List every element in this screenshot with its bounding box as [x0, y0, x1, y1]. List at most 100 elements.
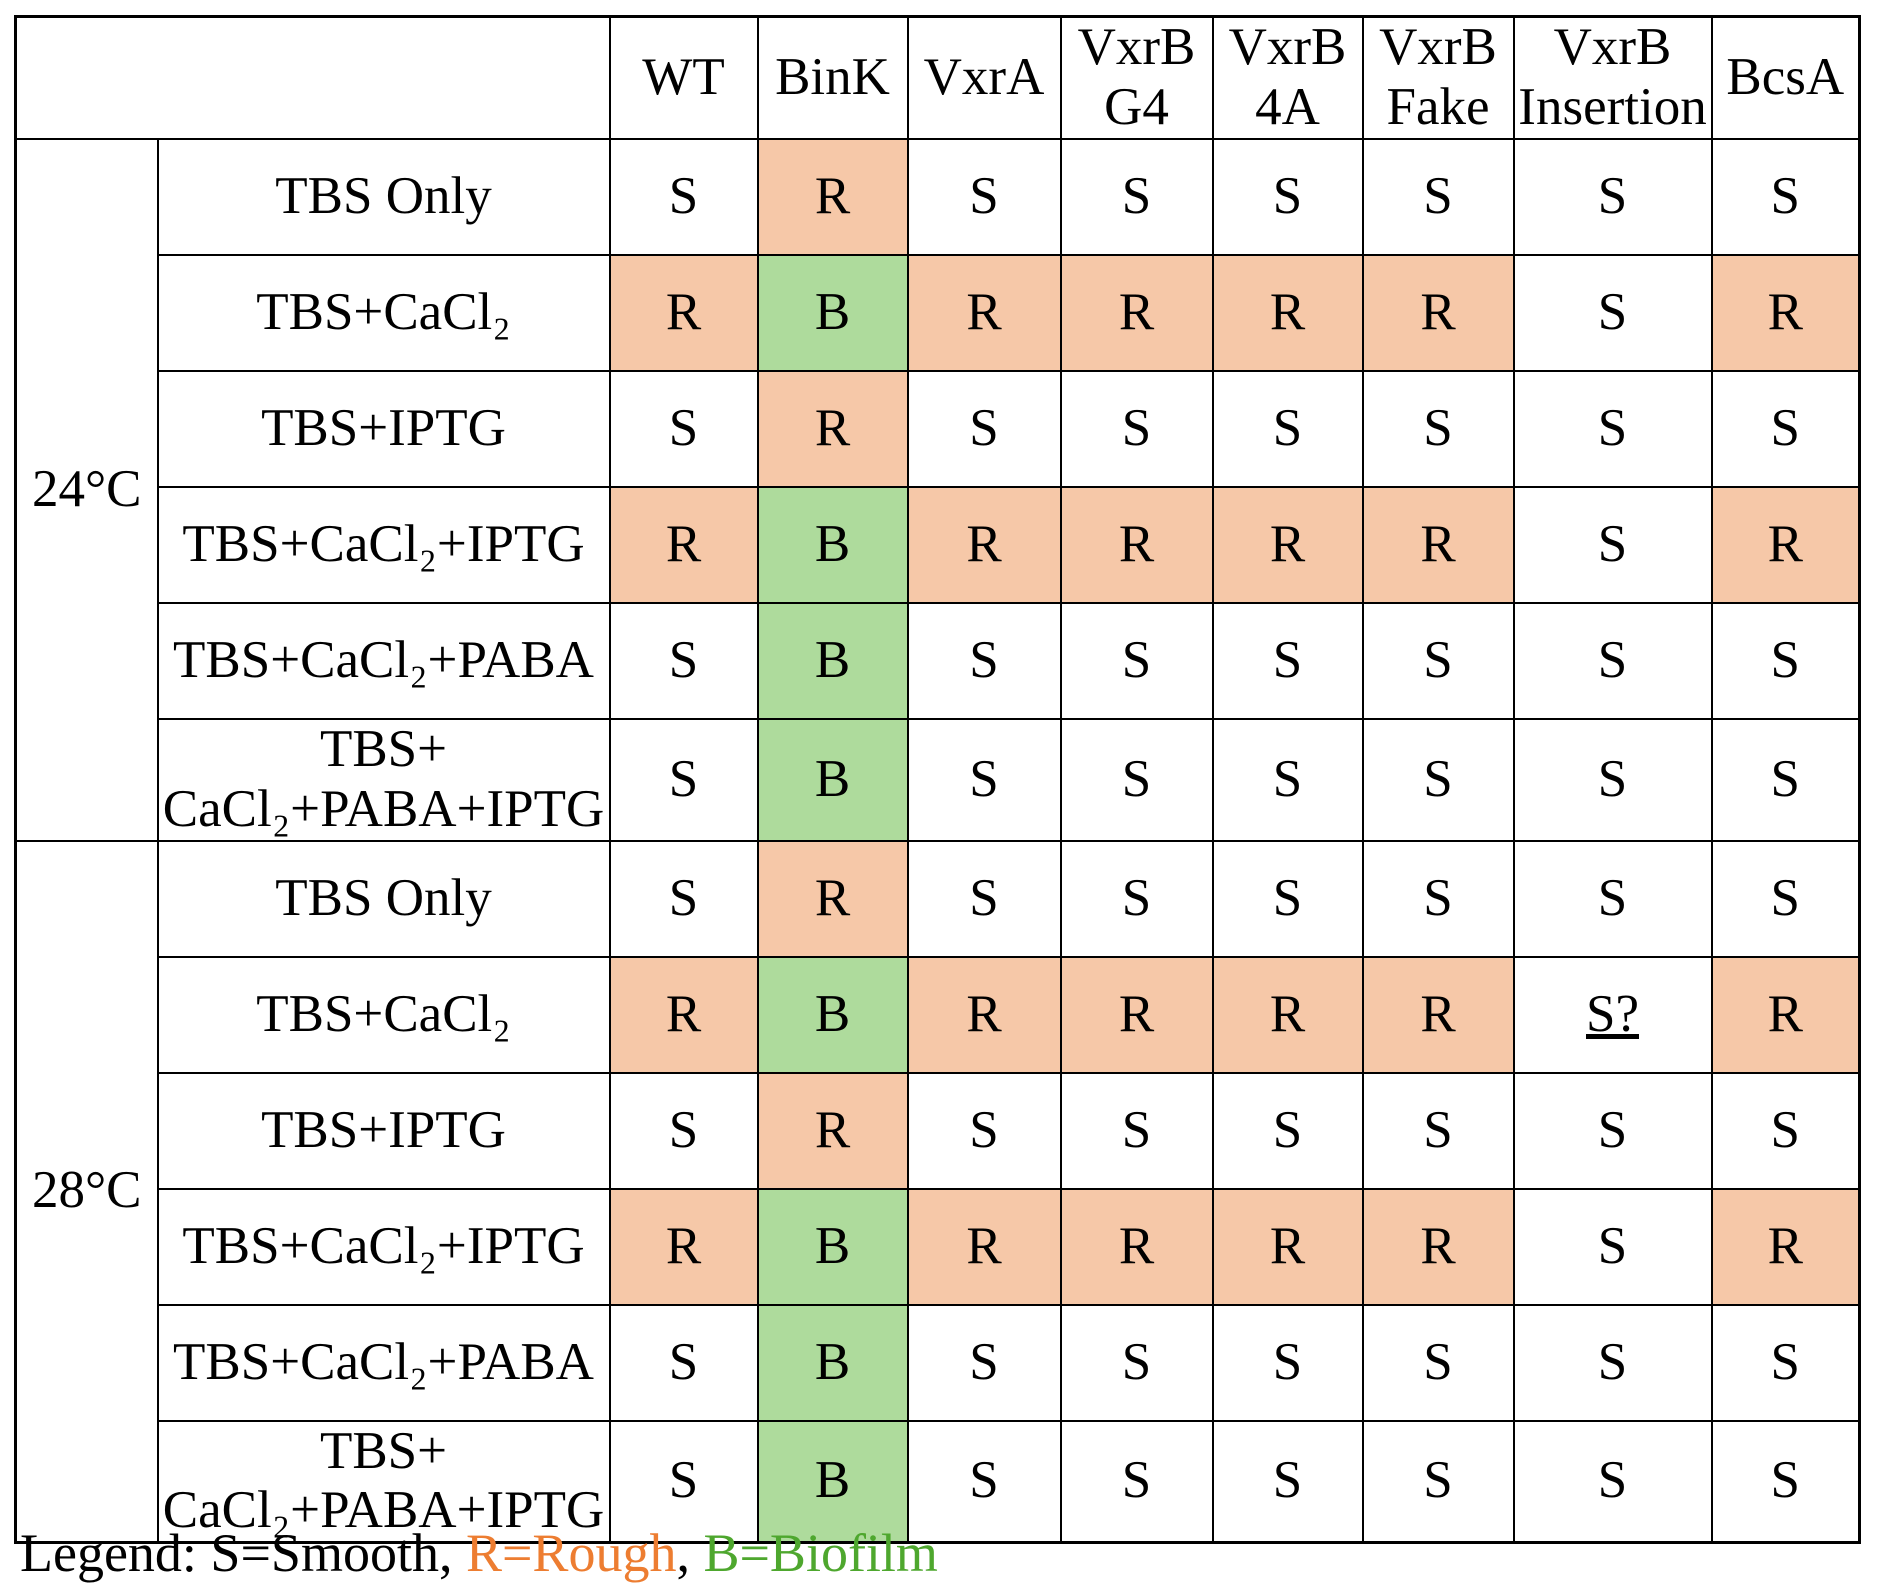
legend: Legend: S=Smooth, R=Rough, B=Biofilm: [20, 1522, 938, 1584]
result-cell: R: [1361, 1187, 1515, 1306]
condition-cell: TBS+CaCl₂+PABA: [156, 1303, 611, 1422]
table-row: TBS+CaCl₂+PABA S B S S S S S S: [16, 601, 1861, 720]
result-cell: S: [1512, 1071, 1713, 1190]
result-cell: R: [1710, 485, 1861, 604]
column-header-5: VxrB 4A: [1211, 15, 1364, 140]
result-cell: S: [1361, 1303, 1515, 1422]
result-cell: R: [1361, 253, 1515, 372]
result-cell: S: [1361, 1419, 1515, 1544]
column-header-1: WT: [608, 15, 759, 140]
result-cell: S: [906, 1071, 1062, 1190]
column-header-3: VxrA: [906, 15, 1062, 140]
result-cell: S: [1710, 717, 1861, 842]
table-row: TBS+ CaCl₂+PABA+IPTG S B S S S S S S: [16, 1419, 1861, 1544]
condition-cell: TBS+IPTG: [156, 369, 611, 488]
legend-part-2: R=Rough: [465, 1523, 677, 1583]
result-cell: R: [1059, 955, 1214, 1074]
result-cell: S: [1710, 137, 1861, 256]
results-table-body: WT BinK VxrA VxrB G4 VxrB 4A VxrB Fake VxrB In…: [14, 15, 1861, 1544]
result-cell: S: [1710, 1419, 1861, 1544]
column-header-4: VxrB G4: [1059, 15, 1214, 140]
result-cell: S: [1211, 601, 1364, 720]
condition-cell: TBS+ CaCl₂+PABA+IPTG: [156, 1419, 611, 1544]
condition-cell: TBS+CaCl₂+IPTG: [156, 485, 611, 604]
table-row: TBS+IPTG S R S S S S S S: [16, 369, 1861, 488]
results-table: WT BinK VxrA VxrB G4 VxrB 4A VxrB Fake VxrB In…: [14, 15, 1861, 1545]
temperature-cell: 28°C: [14, 839, 159, 1544]
result-cell: S: [1059, 369, 1214, 488]
result-cell: R: [1361, 955, 1515, 1074]
result-cell: S: [906, 601, 1062, 720]
table-row: TBS+CaCl₂ R B R R R R S R: [16, 253, 1861, 372]
result-cell: R: [906, 1187, 1062, 1306]
result-cell: R: [608, 253, 759, 372]
result-cell: B: [756, 717, 909, 842]
result-cell: S: [608, 1303, 759, 1422]
result-cell: S: [1211, 1303, 1364, 1422]
result-cell: R: [906, 253, 1062, 372]
column-header-2: BinK: [756, 15, 909, 140]
table-row: 24°C TBS Only S R S S S S S S: [14, 137, 1861, 842]
result-cell: S: [608, 601, 759, 720]
result-cell: B: [756, 485, 909, 604]
result-cell: R: [906, 485, 1062, 604]
result-cell: S: [1512, 601, 1713, 720]
table-row: 28°C TBS Only S R S S S S S S: [14, 839, 1861, 1544]
result-cell: S: [1361, 717, 1515, 842]
result-cell: R: [1059, 485, 1214, 604]
table-row: TBS+ CaCl₂+PABA+IPTG S B S S S S S S: [16, 717, 1861, 842]
result-cell: S: [1512, 1419, 1713, 1544]
condition-cell: TBS Only: [156, 137, 611, 256]
result-cell: S: [1710, 1071, 1861, 1190]
result-cell: R: [1211, 253, 1364, 372]
result-cell: S: [906, 369, 1062, 488]
column-header-7: VxrB Insertion: [1512, 15, 1713, 140]
result-cell: S: [1361, 1071, 1515, 1190]
result-cell: R: [756, 1071, 909, 1190]
result-cell: R: [756, 137, 909, 256]
result-cell: R: [756, 839, 909, 958]
result-cell: R: [1211, 1187, 1364, 1306]
result-cell: S: [1059, 137, 1214, 256]
result-cell: S: [608, 839, 759, 958]
column-header-6: VxrB Fake: [1361, 15, 1515, 140]
condition-cell: TBS+CaCl₂+IPTG: [156, 1187, 611, 1306]
condition-cell: TBS+CaCl₂: [156, 253, 611, 372]
result-cell: S: [1512, 137, 1713, 256]
result-cell: B: [756, 1419, 909, 1544]
result-cell: S: [1361, 369, 1515, 488]
result-value-underlined: S?: [1586, 984, 1639, 1043]
condition-cell: TBS Only: [156, 839, 611, 958]
result-cell: B: [756, 1187, 909, 1306]
result-cell: S: [1059, 839, 1214, 958]
result-cell: S: [608, 369, 759, 488]
result-cell: S: [608, 1419, 759, 1544]
result-cell: S: [1059, 1303, 1214, 1422]
results-table-container: WT BinK VxrA VxrB G4 VxrB 4A VxrB Fake VxrB In…: [14, 15, 1861, 1545]
legend-part-4: B=Biofilm: [703, 1523, 938, 1583]
header-row: WT BinK VxrA VxrB G4 VxrB 4A VxrB Fake VxrB In…: [14, 15, 1861, 140]
result-cell: S: [1512, 1303, 1713, 1422]
result-cell: R: [1059, 253, 1214, 372]
condition-cell: TBS+IPTG: [156, 1071, 611, 1190]
result-cell: S: [1059, 717, 1214, 842]
result-cell: S: [1211, 717, 1364, 842]
result-cell: S: [1710, 369, 1861, 488]
legend-part-3: ,: [676, 1523, 704, 1583]
result-cell: S: [1059, 1071, 1214, 1190]
table-row: TBS+CaCl₂ R B R R R R S? R: [16, 955, 1861, 1074]
result-cell: S: [1361, 137, 1515, 256]
result-cell: S: [1211, 839, 1364, 958]
table-row: TBS+IPTG S R S S S S S S: [16, 1071, 1861, 1190]
table-row: TBS+CaCl₂+IPTG R B R R R R S R: [16, 1187, 1861, 1306]
result-cell: R: [1710, 955, 1861, 1074]
condition-cell: TBS+CaCl₂: [156, 955, 611, 1074]
result-cell: S: [906, 717, 1062, 842]
result-cell: S: [608, 137, 759, 256]
result-cell: R: [1211, 485, 1364, 604]
condition-cell: TBS+CaCl₂+PABA: [156, 601, 611, 720]
result-cell: S: [1211, 137, 1364, 256]
result-cell: S: [1211, 369, 1364, 488]
result-cell: R: [608, 485, 759, 604]
result-cell: S: [906, 1419, 1062, 1544]
